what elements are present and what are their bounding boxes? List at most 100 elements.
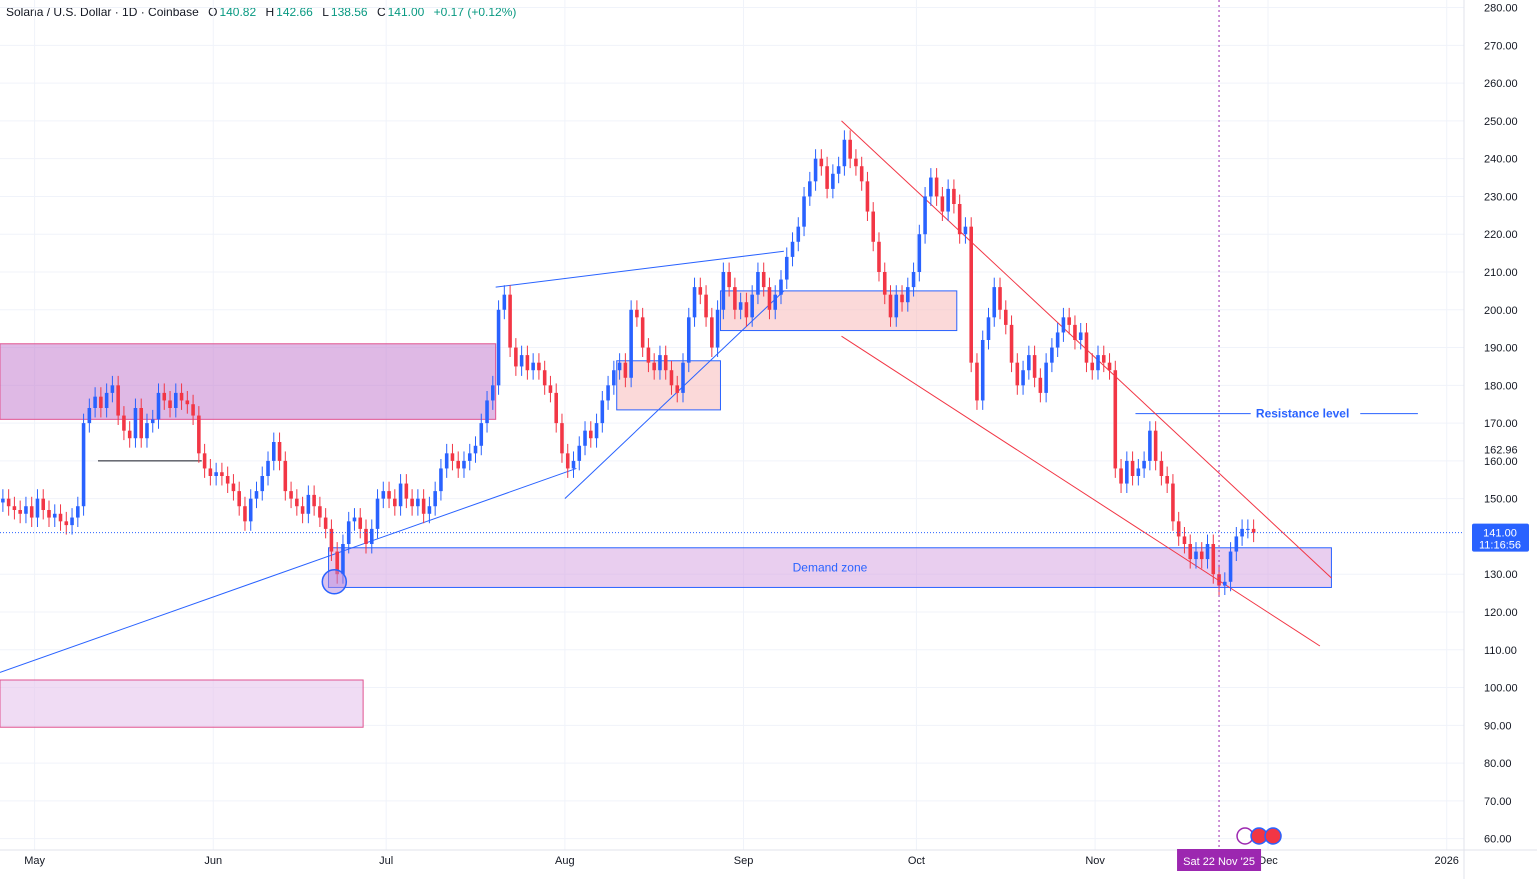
candle-body: [583, 430, 587, 446]
candle-body: [467, 453, 472, 461]
candle-body: [335, 551, 339, 575]
candle-body: [127, 430, 132, 439]
y-tick-label: 250.00: [1484, 116, 1518, 128]
candle-body: [162, 392, 167, 401]
candle-body: [733, 287, 737, 310]
candle-body: [70, 517, 74, 526]
candle-body: [24, 506, 28, 514]
candle-body: [877, 241, 881, 272]
candle-body: [1171, 483, 1175, 522]
candle-body: [957, 204, 962, 235]
aug-box: [616, 360, 721, 411]
candle-body: [427, 506, 432, 514]
candle-body: [260, 476, 265, 492]
candle-body: [842, 139, 847, 167]
candle-body: [635, 309, 639, 318]
candle-body: [577, 445, 582, 461]
us-flag-event-icon: [1264, 827, 1282, 845]
candle-body: [744, 302, 749, 318]
candle-body: [565, 453, 570, 469]
candle-body: [1101, 355, 1106, 363]
candle-body: [1148, 430, 1152, 461]
candle-body: [381, 491, 386, 499]
x-tick-label: Oct: [908, 855, 925, 867]
y-tick-label: 260.00: [1484, 78, 1518, 90]
candle-body: [1090, 362, 1095, 371]
candle-body: [975, 362, 979, 401]
candle-body: [1078, 332, 1083, 340]
candle-body: [254, 491, 259, 499]
close-label: C: [376, 5, 386, 19]
candle-body: [1153, 430, 1158, 461]
candle-body: [1096, 355, 1100, 371]
x-tick-label: Aug: [555, 855, 575, 867]
candle-body: [952, 188, 956, 204]
candle-body: [669, 370, 674, 386]
candle-body: [848, 139, 852, 159]
candle-body: [704, 294, 708, 318]
candle-body: [1, 498, 5, 503]
candle-body: [1234, 536, 1239, 552]
y-tick-label: 90.00: [1484, 720, 1512, 732]
annotation-zones: Demand zone: [0, 290, 1332, 728]
candle-body: [1211, 544, 1216, 575]
candle-body: [1027, 355, 1031, 371]
candle-body: [986, 317, 991, 340]
candle-body: [139, 408, 143, 439]
candle-body: [76, 506, 80, 518]
candle-body: [116, 385, 120, 416]
candle-body: [1182, 536, 1187, 544]
candle-body: [369, 528, 374, 544]
candle-body: [1021, 370, 1025, 386]
close-value: 141.00: [387, 5, 425, 19]
countdown-value: 11:16:56: [1479, 540, 1521, 552]
x-tick-label: Sep: [734, 855, 754, 867]
candle-body: [1142, 460, 1146, 469]
candle-body: [87, 408, 92, 424]
y-tick-label: 100.00: [1484, 683, 1518, 695]
candle-body: [940, 196, 945, 212]
candle-body: [410, 498, 414, 507]
candle-body: [450, 453, 455, 461]
candle-body: [836, 166, 841, 174]
candle-body: [508, 294, 512, 348]
candle-body: [271, 442, 276, 461]
candle-body: [1228, 551, 1233, 582]
time-axis[interactable]: May Jun Jul Aug Sep Oct Nov Dec 2026 Sat 22 Nov '…: [0, 849, 1537, 871]
low-label: L: [322, 5, 329, 19]
candle-body: [761, 272, 766, 288]
candle-body: [1188, 544, 1193, 560]
y-tick-label: 240.00: [1484, 154, 1518, 166]
upper-channel-line: [495, 250, 784, 288]
candle-body: [1217, 574, 1221, 586]
candle-body: [1061, 317, 1066, 333]
candle-body: [185, 400, 190, 405]
candle-body: [35, 498, 40, 518]
price-axis[interactable]: 280.00 270.00 260.00 250.00 240.00 230.00 220.…: [1463, 0, 1529, 879]
overlay-markers: [0, 0, 1464, 850]
candle-body: [906, 287, 910, 303]
candle-body: [150, 419, 155, 424]
last-price-value: 141.00: [1483, 528, 1517, 540]
candle-body: [364, 528, 368, 544]
candle-body: [29, 506, 34, 518]
y-tick-label: 60.00: [1484, 834, 1512, 846]
candle-body: [491, 385, 495, 401]
candle-body: [623, 362, 628, 378]
candle-body: [433, 491, 437, 507]
candle-body: [963, 226, 968, 235]
y-tick-label: 220.00: [1484, 229, 1518, 241]
candle-body: [1015, 362, 1020, 386]
crosshair-date-tag: [1177, 849, 1262, 871]
demand-zone: [328, 547, 1332, 588]
candle-body: [387, 491, 391, 499]
candle-body: [813, 158, 818, 182]
candle-body: [652, 362, 656, 371]
candle-body: [289, 491, 293, 499]
resistance-label: Resistance level: [1256, 407, 1349, 421]
candle-body: [1119, 468, 1123, 484]
candle-body: [600, 400, 605, 424]
candle-body: [18, 510, 22, 514]
x-tick-label: May: [24, 855, 45, 867]
